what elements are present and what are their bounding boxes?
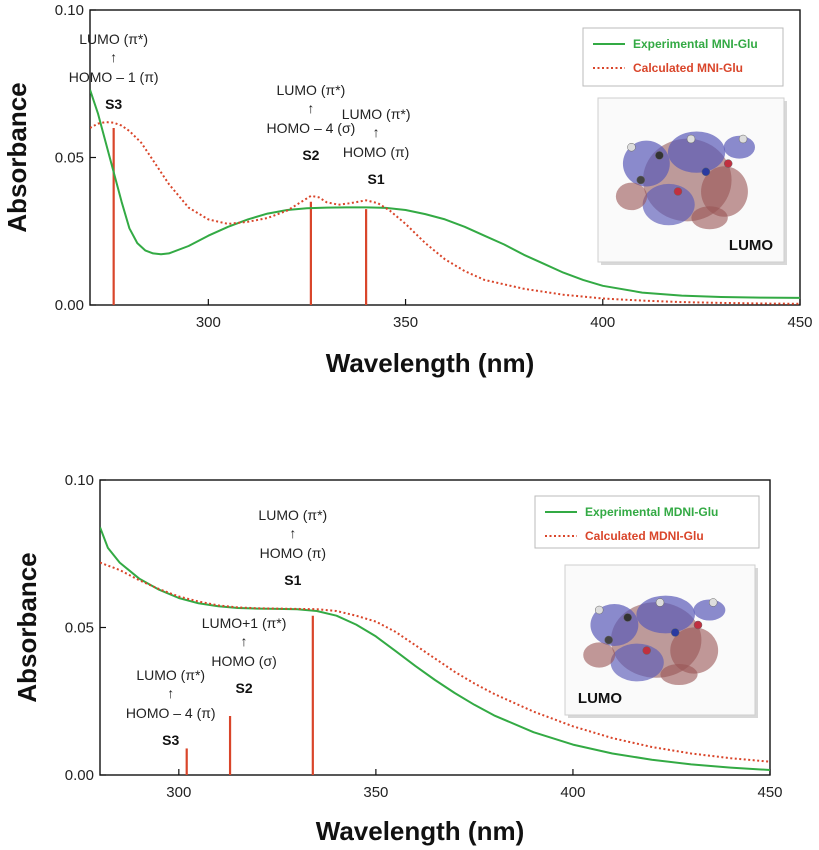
atom	[693, 620, 703, 630]
x-tick-label: 350	[363, 784, 388, 801]
x-tick-label: 300	[166, 784, 191, 801]
orbital-lobe	[693, 599, 726, 621]
atom	[655, 151, 664, 160]
transition-arrow: ↑	[167, 685, 174, 701]
orbital-label: LUMO+1 (π*)	[202, 615, 287, 631]
atom	[627, 142, 636, 152]
lumo-label: LUMO	[729, 237, 773, 254]
orbital-label: HOMO (π)	[343, 144, 409, 160]
orbital-lobe	[670, 627, 719, 674]
orbital-lobe	[636, 595, 695, 634]
orbital-label: HOMO – 4 (π)	[126, 705, 216, 721]
y-tick-label: 0.05	[65, 620, 94, 637]
transition-arrow: ↑	[373, 124, 380, 140]
orbital-label: LUMO (π*)	[276, 82, 345, 98]
chart-panel-2: 300 350 400 450 0.00 0.05 0.10 Wavelength (nm) A…	[12, 472, 783, 846]
x-tick-label: 350	[393, 314, 418, 331]
lumo-orbital-image: LUMO	[564, 564, 758, 718]
transition-arrow: ↑	[289, 525, 296, 541]
y-tick-label: 0.10	[65, 472, 94, 489]
experimental-curve	[100, 526, 770, 771]
experimental-curve	[90, 89, 800, 299]
orbital-lobe	[583, 642, 616, 668]
state-label-s1: S1	[368, 171, 385, 187]
x-tick-label: 400	[590, 314, 615, 331]
orbital-label: LUMO (π*)	[258, 507, 327, 523]
legend-entry: Experimental MDNI-Glu	[585, 505, 718, 519]
orbital-lobe	[723, 135, 755, 159]
x-tick-label: 450	[757, 784, 782, 801]
state-label-s3: S3	[162, 732, 179, 748]
transition-arrow: ↑	[307, 100, 314, 116]
y-tick-label: 0.05	[55, 150, 84, 167]
x-axis-label: Wavelength (nm)	[326, 348, 534, 378]
atom	[670, 628, 680, 637]
orbital-label: LUMO (π*)	[342, 106, 411, 122]
calculated-curve	[100, 561, 770, 763]
orbital-label: HOMO (π)	[260, 545, 326, 561]
legend-entry: Calculated MDNI-Glu	[585, 529, 704, 543]
orbital-lobe	[660, 664, 698, 685]
x-tick-label: 300	[196, 314, 221, 331]
lumo-label: LUMO	[578, 690, 622, 707]
atom	[686, 134, 696, 144]
atom	[594, 605, 604, 615]
legend-entry: Calculated MNI-Glu	[633, 61, 743, 75]
atom	[723, 159, 733, 168]
legend: Experimental MNI-Glu Calculated MNI-Glu	[582, 27, 784, 87]
x-tick-label: 400	[560, 784, 585, 801]
atom	[738, 134, 748, 144]
atom	[655, 598, 665, 607]
orbital-label: HOMO (σ)	[211, 653, 276, 669]
x-tick-label: 450	[787, 314, 812, 331]
atom	[636, 175, 646, 185]
state-label-s1: S1	[284, 572, 301, 588]
legend-box	[582, 27, 784, 87]
calculated-curve	[90, 121, 800, 305]
state-label-s2: S2	[235, 680, 252, 696]
atom	[701, 167, 711, 177]
orbital-lobe	[667, 131, 726, 173]
state-label-s3: S3	[105, 96, 122, 112]
state-label-s2: S2	[302, 147, 319, 163]
orbital-label: LUMO (π*)	[136, 667, 205, 683]
legend: Experimental MDNI-Glu Calculated MDNI-Glu	[534, 495, 760, 549]
transition-arrow: ↑	[241, 633, 248, 649]
atom	[673, 187, 683, 196]
orbital-lobe	[642, 183, 695, 226]
orbital-label: LUMO (π*)	[79, 31, 148, 47]
y-axis-label: Absorbance	[2, 82, 32, 232]
y-tick-label: 0.10	[55, 2, 84, 19]
y-tick-label: 0.00	[65, 767, 94, 784]
orbital-lobe	[615, 182, 648, 211]
y-axis-label: Absorbance	[12, 552, 42, 702]
orbital-lobe	[701, 166, 748, 217]
atom	[604, 635, 613, 645]
orbital-label: HOMO – 1 (π)	[69, 69, 159, 85]
orbital-lobe	[691, 206, 728, 230]
orbital-lobe	[610, 643, 664, 682]
orbital-label: HOMO – 4 (σ)	[267, 120, 356, 136]
legend-entry: Experimental MNI-Glu	[633, 37, 758, 51]
transition-arrow: ↑	[110, 49, 117, 65]
atom	[708, 598, 718, 607]
lumo-orbital-image: LUMO	[597, 97, 787, 265]
atom	[642, 646, 651, 655]
y-tick-label: 0.00	[55, 297, 84, 314]
atom	[623, 613, 632, 622]
x-axis-label: Wavelength (nm)	[316, 816, 524, 846]
legend-box	[534, 495, 760, 549]
chart-panel-1: 300 350 400 450 0.00 0.05 0.10 Wavelength (nm) A…	[2, 2, 813, 378]
